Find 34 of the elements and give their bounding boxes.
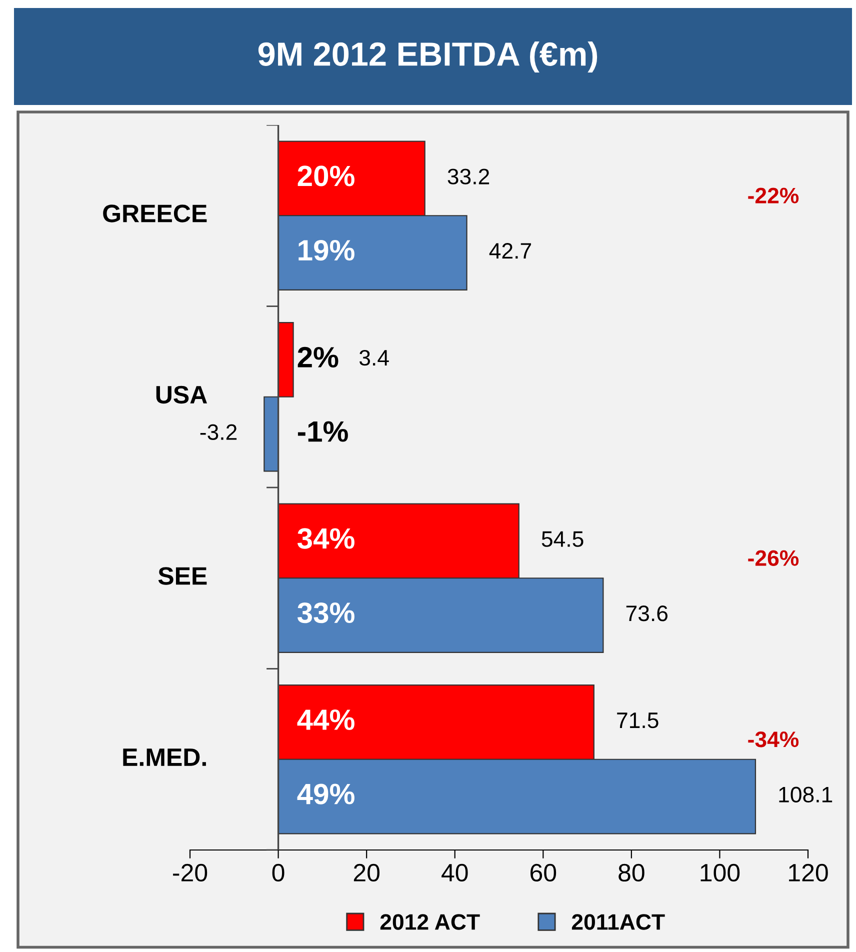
data-label: 108.1 xyxy=(779,786,832,802)
data-label: 71.5 xyxy=(617,712,658,728)
annotation: 33% xyxy=(297,602,354,624)
data-label: 73.6 xyxy=(626,606,668,622)
legend-label: 2012 ACT xyxy=(380,914,480,930)
data-label: -3.2 xyxy=(200,424,237,440)
data-label: 42.7 xyxy=(489,243,531,259)
annotation: -34% xyxy=(748,731,799,748)
annotation: 34% xyxy=(297,528,354,549)
annotation: 49% xyxy=(297,784,354,804)
annotation: 2% xyxy=(298,346,338,368)
x-tick-label: 80 xyxy=(618,864,644,882)
annotation: 44% xyxy=(297,709,354,730)
annotation: 20% xyxy=(298,166,354,186)
data-label: 33.2 xyxy=(448,168,490,184)
data-label: 3.4 xyxy=(359,350,389,366)
chart-title: 9M 2012 EBITDA (€m) xyxy=(258,41,598,73)
y-tick-label: USA xyxy=(156,386,207,404)
x-tick-label: 60 xyxy=(530,864,556,882)
x-tick-label: 120 xyxy=(789,864,828,882)
annotation: 19% xyxy=(298,240,354,261)
x-tick-label: 20 xyxy=(354,864,380,882)
x-tick-label: 100 xyxy=(700,864,740,882)
annotation: -1% xyxy=(298,421,348,442)
data-label: 54.5 xyxy=(542,531,584,547)
legend-label: 2011ACT xyxy=(572,914,665,930)
y-tick-label: SEE xyxy=(158,567,207,585)
y-tick-label: GREECE xyxy=(103,204,207,222)
annotation: -26% xyxy=(748,550,799,566)
x-tick-label: -20 xyxy=(173,864,208,882)
annotation: -22% xyxy=(748,188,799,204)
y-tick-label: E.MED. xyxy=(123,748,206,766)
x-tick-label: 40 xyxy=(442,864,468,882)
x-tick-label: 0 xyxy=(272,864,284,882)
